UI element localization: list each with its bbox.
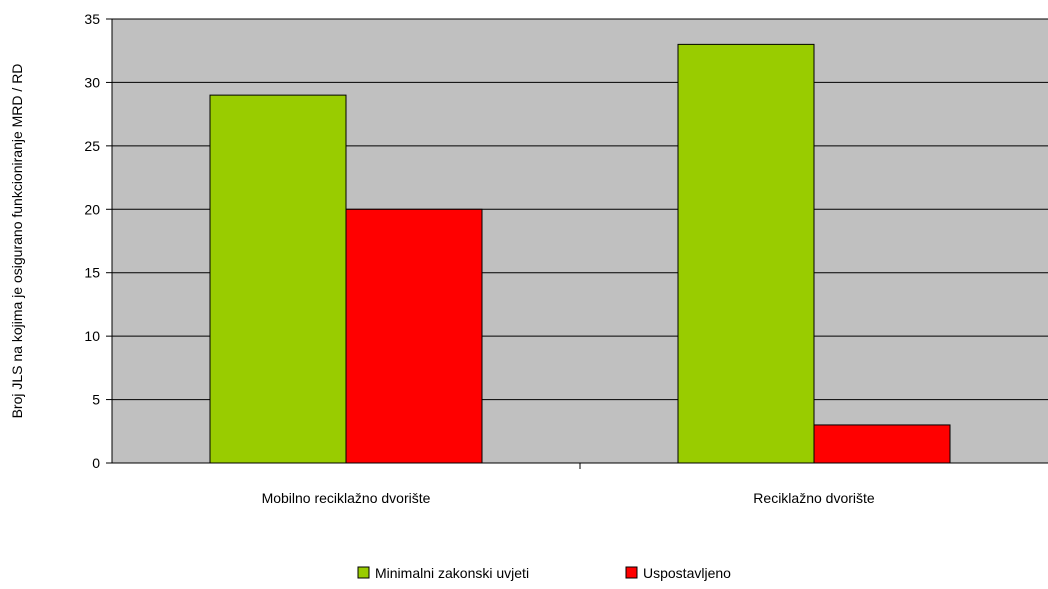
bar (209, 94, 347, 464)
y-tick-label: 15 (84, 265, 100, 281)
y-axis-label: Broj JLS na kojima je osigurano funkcion… (9, 64, 25, 419)
x-tick-label: Mobilno reciklažno dvorište (262, 490, 431, 506)
x-tick-label: Reciklažno dvorište (753, 490, 875, 506)
y-tick-label: 35 (84, 11, 100, 27)
bar (345, 208, 483, 464)
y-tick-label: 30 (84, 74, 100, 90)
y-tick-label: 5 (92, 392, 100, 408)
axes: 0 5 10 15 20 25 30 35 Mobilno reciklažno dvorišt… (84, 11, 1048, 506)
bar (813, 424, 951, 464)
legend-swatch (625, 566, 638, 579)
y-tick-label: 0 (92, 455, 100, 471)
y-tick-label: 20 (84, 201, 100, 217)
legend-label: Minimalni zakonski uvjeti (375, 565, 529, 581)
y-tick-label: 25 (84, 138, 100, 154)
legend: Minimalni zakonski uvjeti Uspostavljeno (357, 565, 731, 581)
legend-label: Uspostavljeno (643, 565, 731, 581)
y-tick-label: 10 (84, 328, 100, 344)
legend-swatch (357, 566, 370, 579)
bar (677, 43, 815, 464)
